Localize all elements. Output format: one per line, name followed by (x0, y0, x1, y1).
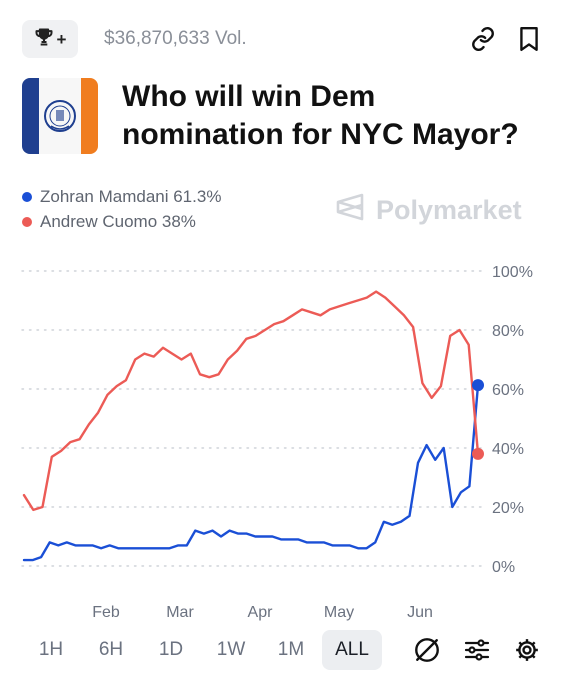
end-marker-mamdani (472, 379, 484, 392)
y-tick-label: 0% (492, 559, 515, 576)
y-tick-label: 40% (492, 441, 524, 458)
market-title: Who will win Dem nomination for NYC Mayo… (122, 78, 542, 154)
series-line-cuomo (22, 290, 480, 512)
legend-label-mamdani: Zohran Mamdani 61.3% (40, 186, 222, 206)
x-tick-label: Mar (166, 604, 194, 621)
timeframe-6h[interactable]: 6H (98, 639, 124, 660)
legend-dot-cuomo (22, 216, 32, 227)
x-tick-label: May (324, 604, 354, 621)
end-marker-cuomo (472, 447, 484, 460)
y-tick-label: 100% (492, 264, 533, 281)
settings-icon[interactable] (514, 637, 540, 663)
volume-text: $36,870,633 Vol. (104, 28, 247, 49)
trophy-plus: + (56, 29, 67, 49)
trophy-button[interactable]: + (22, 20, 78, 58)
chart-legend: Zohran Mamdani 61.3% Andrew Cuomo 38% (22, 184, 221, 234)
nyc-seal-icon (44, 100, 76, 132)
sliders-icon[interactable] (464, 638, 490, 662)
y-tick-label: 60% (492, 382, 524, 399)
legend-dot-mamdani (22, 191, 32, 202)
series-line-mamdani (22, 383, 480, 562)
market-title-line2: nomination for NYC Mayor? (122, 118, 519, 151)
swap-icon[interactable] (414, 637, 440, 663)
x-tick-label: Jun (407, 604, 433, 621)
y-tick-label: 20% (492, 500, 524, 517)
timeframe-1d[interactable]: 1D (158, 639, 184, 660)
y-tick-label: 80% (492, 323, 524, 340)
x-tick-label: Apr (248, 604, 274, 621)
nyc-flag-image (22, 78, 98, 154)
timeframe-1m[interactable]: 1M (277, 639, 305, 660)
legend-item-cuomo: Andrew Cuomo 38% (22, 209, 221, 234)
market-title-line1: Who will win Dem (122, 80, 376, 113)
x-tick-label: Feb (92, 604, 120, 621)
legend-item-mamdani: Zohran Mamdani 61.3% (22, 184, 221, 209)
link-icon[interactable] (470, 26, 496, 52)
timeframe-1h[interactable]: 1H (38, 639, 64, 660)
trophy-icon (34, 27, 54, 52)
bookmark-icon[interactable] (518, 26, 540, 52)
polymarket-logo-icon (334, 192, 366, 229)
timeframe-bar: 1H 6H 1D 1W 1M ALL (22, 628, 540, 672)
legend-label-cuomo: Andrew Cuomo 38% (40, 211, 196, 231)
top-bar: + $36,870,633 Vol. (22, 18, 540, 60)
timeframe-1w[interactable]: 1W (216, 639, 246, 660)
price-chart: 100% 80% 60% 40% 20% 0% Feb Mar Apr May Jun (21, 264, 533, 621)
timeframe-all[interactable]: ALL (322, 630, 382, 670)
polymarket-watermark: Polymarket (334, 192, 522, 229)
watermark-text: Polymarket (376, 195, 522, 225)
